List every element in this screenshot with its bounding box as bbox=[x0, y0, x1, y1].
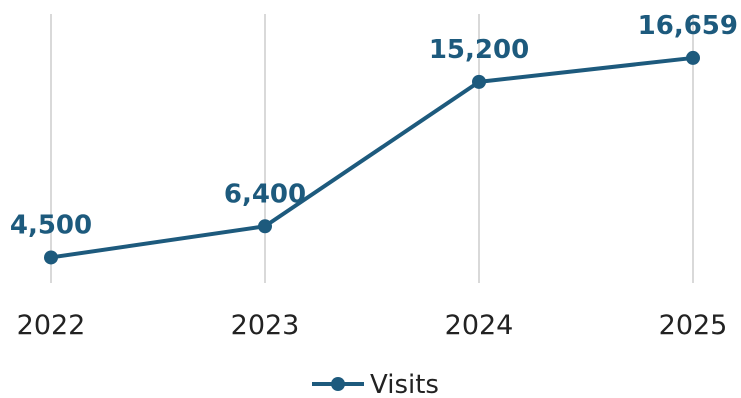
data-label: 15,200 bbox=[429, 35, 529, 65]
data-label: 16,659 bbox=[638, 11, 738, 41]
x-tick-label: 2022 bbox=[17, 310, 86, 341]
x-tick-label: 2023 bbox=[231, 310, 300, 341]
legend-label[interactable]: Visits bbox=[370, 370, 439, 398]
legend[interactable]: Visits bbox=[312, 370, 439, 398]
series-line-visits bbox=[49, 55, 695, 260]
data-point[interactable] bbox=[44, 250, 58, 265]
data-labels: 4,500 6,400 15,200 16,659 bbox=[10, 11, 738, 241]
legend-marker bbox=[331, 377, 345, 391]
series-points bbox=[44, 50, 700, 265]
x-axis-ticks: 2022 2023 2024 2025 bbox=[17, 310, 728, 341]
x-tick-label: 2025 bbox=[659, 310, 728, 341]
data-point[interactable] bbox=[258, 219, 272, 234]
data-label: 4,500 bbox=[10, 210, 92, 240]
data-point[interactable] bbox=[686, 50, 700, 65]
x-tick-label: 2024 bbox=[445, 310, 514, 341]
series-lines bbox=[49, 55, 695, 260]
data-point[interactable] bbox=[472, 74, 486, 89]
data-label: 6,400 bbox=[224, 179, 306, 209]
